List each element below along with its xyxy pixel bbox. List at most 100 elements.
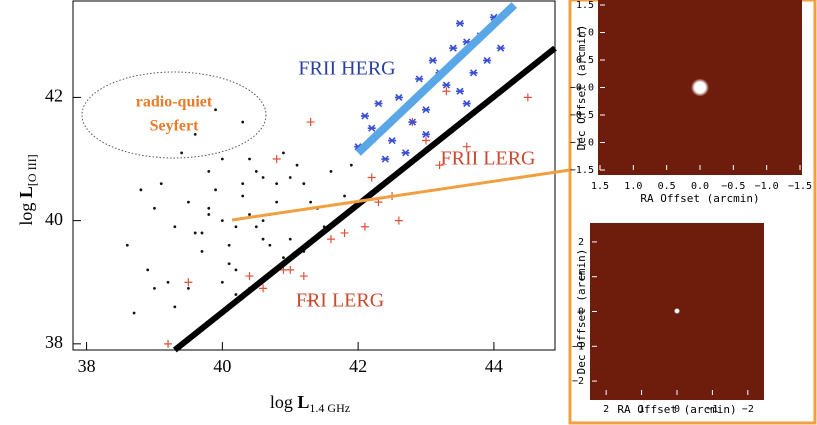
point <box>207 206 211 210</box>
label-sub: [O III] <box>25 154 39 186</box>
point <box>268 243 272 247</box>
point <box>422 136 431 145</box>
point <box>442 87 451 96</box>
point <box>261 219 265 223</box>
point <box>523 93 532 102</box>
point <box>227 262 231 266</box>
x-tick-label: 1 <box>639 404 645 415</box>
point <box>388 136 397 145</box>
point <box>360 222 369 231</box>
point <box>146 268 150 272</box>
point <box>309 200 313 204</box>
y-tick-label: 2 <box>578 237 584 248</box>
point <box>261 176 265 179</box>
point <box>435 161 444 170</box>
x-tick-label: −1.5 <box>788 181 812 192</box>
point <box>272 155 281 164</box>
annotation: radio-quiet <box>136 94 213 111</box>
point <box>483 56 492 65</box>
x-tick-label: 2 <box>603 404 609 415</box>
x-tick-label: 0 <box>674 404 680 415</box>
point <box>329 169 333 173</box>
annotation: Seyfert <box>150 118 200 135</box>
point <box>286 265 295 274</box>
x-tick-label: −0.5 <box>721 181 745 192</box>
y-tick-label: 38 <box>45 332 63 352</box>
x-tick-label: −1.0 <box>755 181 779 192</box>
label-text: log <box>16 198 36 226</box>
point <box>401 149 410 157</box>
point <box>214 108 217 112</box>
connector <box>231 168 571 222</box>
point <box>288 237 292 241</box>
y-tick-label: −1.5 <box>570 165 594 176</box>
point <box>227 243 231 247</box>
y-tick-label: 1.0 <box>576 28 594 39</box>
point <box>306 118 315 127</box>
point <box>428 56 437 65</box>
point <box>282 256 285 259</box>
point <box>220 280 224 284</box>
plot-frame <box>72 0 556 351</box>
point <box>422 130 431 138</box>
point <box>241 120 245 124</box>
point <box>193 231 197 235</box>
point <box>326 235 335 244</box>
point <box>306 296 315 305</box>
point <box>367 124 376 132</box>
point <box>367 173 376 182</box>
point <box>340 228 349 237</box>
point <box>207 169 211 173</box>
point <box>394 93 403 101</box>
point <box>200 250 204 253</box>
point <box>184 278 193 287</box>
point <box>275 182 279 186</box>
point <box>173 305 177 309</box>
point <box>374 100 383 108</box>
x-axis-label: log L1.4 GHz <box>270 392 350 415</box>
point <box>248 213 251 216</box>
y-axis-label: Dec Offset (arcmin) <box>575 249 588 375</box>
point <box>275 200 279 204</box>
point <box>343 194 346 198</box>
y-tick-label: −2 <box>572 376 584 387</box>
point <box>207 213 211 216</box>
point <box>166 280 170 284</box>
point <box>164 339 173 348</box>
point <box>125 243 129 247</box>
inset-top: 1.5 1.0 0.5 0.0 −0.5 −1.0 −1.5 1.5 1.0 0.5 −0.0 −0.… <box>570 0 812 205</box>
point <box>234 293 238 296</box>
point <box>455 19 464 28</box>
point <box>302 182 306 186</box>
source <box>674 308 680 314</box>
point <box>254 225 258 229</box>
point <box>153 286 156 290</box>
point <box>245 272 254 281</box>
x-axis-label: RA Offset (arcmin) <box>640 192 759 205</box>
point <box>455 87 464 95</box>
point <box>462 100 471 108</box>
x-tick-label: −2 <box>742 404 754 415</box>
annotation: FRI LERG <box>296 290 384 312</box>
point <box>200 231 204 235</box>
point <box>173 225 177 229</box>
point <box>295 163 299 167</box>
y-tick-label: 1 <box>578 272 584 283</box>
point <box>408 118 417 126</box>
seyfert-region <box>81 71 267 159</box>
annotation: FRII LERG <box>441 148 536 170</box>
point <box>422 106 431 114</box>
y-tick-label: −0.0 <box>570 83 594 94</box>
point <box>187 200 190 204</box>
point <box>299 272 308 281</box>
point <box>360 112 369 120</box>
point <box>159 182 163 186</box>
point <box>220 157 224 161</box>
y-tick-label: 40 <box>45 209 63 229</box>
point <box>282 151 285 155</box>
label-text: L <box>16 186 36 198</box>
x-tick-label: 44 <box>485 356 503 376</box>
point <box>381 155 390 163</box>
point <box>153 206 156 210</box>
